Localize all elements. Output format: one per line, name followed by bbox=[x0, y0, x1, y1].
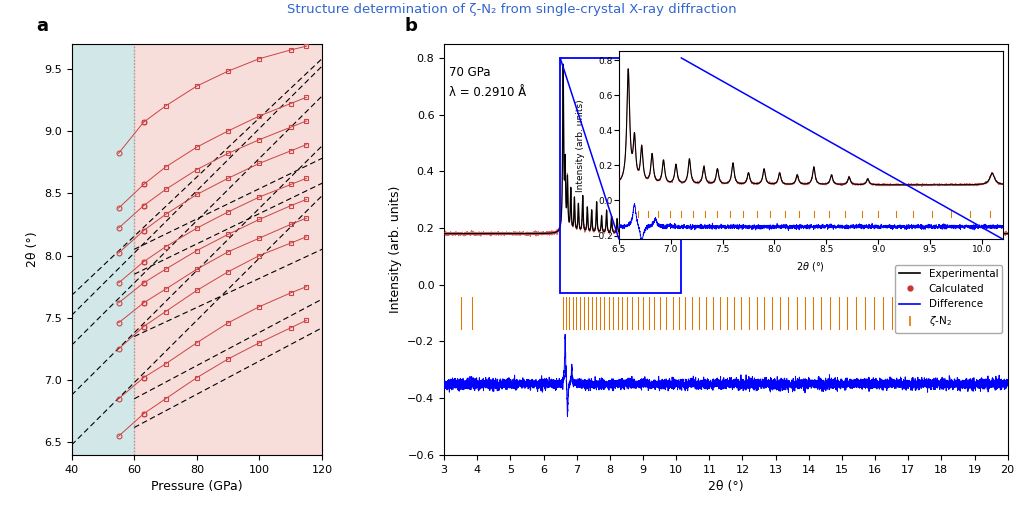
Text: 70 GPa
λ = 0.2910 Å: 70 GPa λ = 0.2910 Å bbox=[449, 66, 527, 99]
Text: Structure determination of ζ-N₂ from single-crystal X-ray diffraction: Structure determination of ζ-N₂ from sin… bbox=[286, 3, 737, 15]
Bar bbox=[72, 44, 134, 455]
Legend: Experimental, Calculated, Difference, $\zeta$-N$_2$: Experimental, Calculated, Difference, $\… bbox=[895, 265, 1003, 333]
Bar bbox=[134, 44, 322, 455]
X-axis label: Pressure (GPa): Pressure (GPa) bbox=[151, 480, 242, 493]
X-axis label: 2$\theta$ (°): 2$\theta$ (°) bbox=[796, 260, 826, 273]
X-axis label: 2θ (°): 2θ (°) bbox=[708, 480, 744, 493]
Y-axis label: Intensity (arb. units): Intensity (arb. units) bbox=[389, 186, 402, 313]
Y-axis label: Intensity (arb. units): Intensity (arb. units) bbox=[576, 99, 585, 192]
Text: b: b bbox=[405, 17, 417, 35]
Bar bbox=[561, 58, 681, 293]
Y-axis label: 2θ (°): 2θ (°) bbox=[26, 231, 39, 267]
Text: a: a bbox=[37, 17, 48, 35]
